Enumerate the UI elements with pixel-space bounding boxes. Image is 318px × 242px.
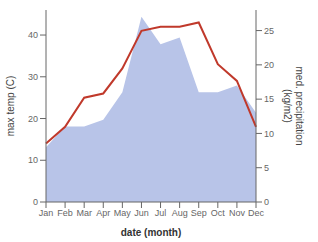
svg-text:20: 20 (28, 114, 38, 124)
svg-text:0: 0 (264, 197, 269, 207)
svg-text:Aug: Aug (172, 208, 188, 218)
svg-text:10: 10 (264, 129, 274, 139)
svg-text:date (month): date (month) (121, 227, 182, 238)
svg-text:5: 5 (264, 163, 269, 173)
svg-text:20: 20 (264, 60, 274, 70)
svg-text:Jan: Jan (39, 208, 54, 218)
svg-text:med. precipitation(kg/m2): med. precipitation(kg/m2) (282, 67, 305, 146)
svg-text:30: 30 (28, 72, 38, 82)
svg-text:Feb: Feb (57, 208, 73, 218)
svg-text:Jul: Jul (155, 208, 167, 218)
svg-text:May: May (114, 208, 132, 218)
svg-text:0: 0 (33, 197, 38, 207)
svg-text:Sep: Sep (191, 208, 207, 218)
svg-text:Nov: Nov (229, 208, 246, 218)
svg-text:Dec: Dec (248, 208, 265, 218)
svg-text:Mar: Mar (76, 208, 92, 218)
svg-text:max temp (C): max temp (C) (8, 76, 16, 137)
svg-text:25: 25 (264, 26, 274, 36)
svg-text:10: 10 (28, 155, 38, 165)
svg-text:40: 40 (28, 30, 38, 40)
svg-text:Jun: Jun (134, 208, 149, 218)
svg-text:Apr: Apr (96, 208, 110, 218)
svg-text:Oct: Oct (211, 208, 226, 218)
svg-text:15: 15 (264, 94, 274, 104)
